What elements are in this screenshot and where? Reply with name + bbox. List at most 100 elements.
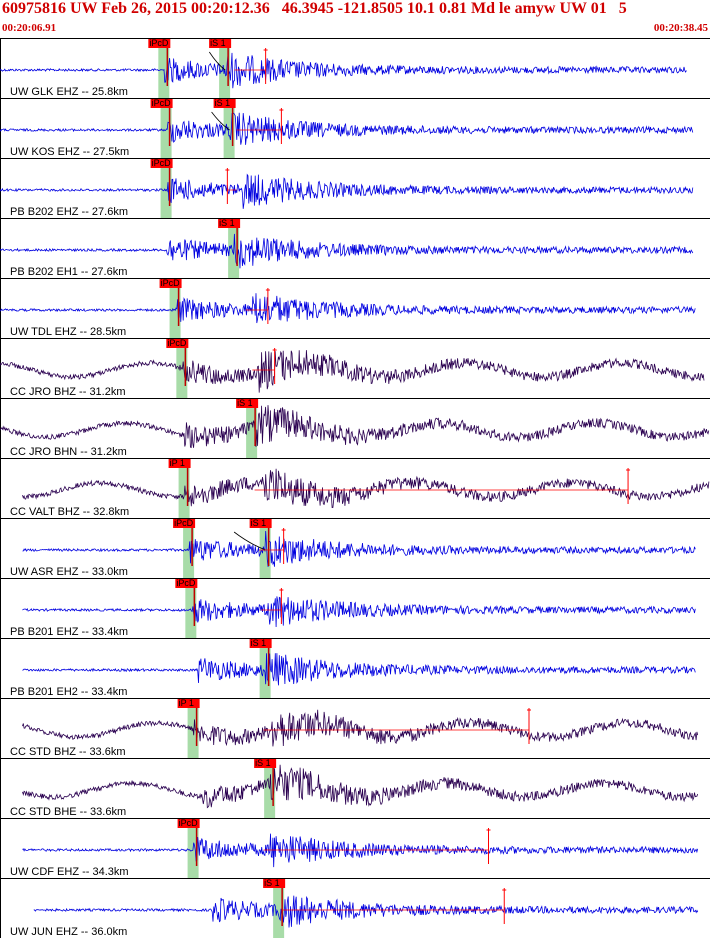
trace-panel: iP 1 CC STD BHZ -- 33.6km bbox=[10, 698, 699, 758]
p-pick-box bbox=[150, 159, 173, 168]
trace-panel: iS 1 PB B201 EH2 -- 33.4km bbox=[10, 638, 696, 698]
station-label: CC JRO BHN -- 31.2km bbox=[10, 446, 127, 458]
p-pick-text: iPcD bbox=[149, 38, 169, 48]
s-pick-text: iS 1 bbox=[251, 518, 267, 528]
trace-panel: iPcD PB B202 EHZ -- 27.6km bbox=[0, 158, 694, 218]
p-pick-box bbox=[177, 699, 200, 708]
waveform-trace bbox=[33, 895, 699, 928]
p-pick-text: iPcD bbox=[152, 158, 172, 168]
s-pick-box bbox=[209, 39, 232, 48]
s-pick-box bbox=[218, 219, 241, 228]
waveform-trace bbox=[0, 405, 710, 449]
trace-panel: iPcD iS 1 UW GLK EHZ -- 25.8km bbox=[0, 38, 687, 98]
p-pick-box bbox=[177, 819, 200, 828]
s-pick-window bbox=[273, 886, 285, 938]
trace-panel: iS 1 UW JUN EHZ -- 36.0km bbox=[10, 878, 699, 938]
s-pick-box bbox=[263, 879, 286, 888]
travel-time-curve bbox=[233, 531, 266, 551]
trace-panel: iPcD UW CDF EHZ -- 34.3km bbox=[10, 818, 699, 878]
end-time-label: 00:20:38.45 bbox=[653, 22, 708, 34]
trace-panel: iS 1 CC JRO BHN -- 31.2km bbox=[0, 398, 710, 458]
trace-panel: iPcD iS 1 UW KOS EHZ -- 27.5km bbox=[0, 98, 694, 158]
waveform-trace bbox=[0, 350, 705, 393]
s-pick-text: iS 1 bbox=[237, 398, 253, 408]
p-pick-box bbox=[168, 459, 191, 468]
s-pick-text: iS 1 bbox=[215, 98, 231, 108]
p-pick-text: iPcD bbox=[152, 98, 172, 108]
s-pick-text: iS 1 bbox=[219, 218, 235, 228]
p-pick-window bbox=[169, 286, 181, 338]
station-label: CC JRO BHZ -- 31.2km bbox=[10, 386, 126, 398]
p-pick-box bbox=[148, 39, 171, 48]
trace-panel: iPcD UW TDL EHZ -- 28.5km bbox=[0, 278, 696, 338]
waveform-trace bbox=[0, 112, 694, 145]
trace-panel: iS 1 CC STD BHE -- 33.6km bbox=[10, 758, 699, 818]
s-pick-box bbox=[236, 399, 259, 408]
p-pick-text: iP 1 bbox=[179, 698, 194, 708]
station-label: PB B201 EH2 -- 33.4km bbox=[10, 686, 127, 698]
p-pick-box bbox=[175, 579, 198, 588]
station-label: PB B202 EHZ -- 27.6km bbox=[10, 206, 128, 218]
p-pick-box bbox=[173, 519, 196, 528]
s-pick-text: iS 1 bbox=[210, 38, 226, 48]
s-pick-window bbox=[246, 406, 258, 458]
waveform-trace bbox=[22, 833, 699, 868]
p-pick-text: iPcD bbox=[176, 578, 196, 588]
travel-time-curve bbox=[211, 111, 230, 131]
waveform-trace bbox=[0, 233, 694, 269]
p-pick-window bbox=[185, 586, 197, 638]
waveform-trace bbox=[22, 468, 710, 509]
s-pick-box bbox=[213, 99, 236, 108]
s-pick-box bbox=[249, 519, 272, 528]
station-label: UW CDF EHZ -- 34.3km bbox=[10, 866, 129, 878]
station-label: UW GLK EHZ -- 25.8km bbox=[10, 86, 128, 98]
s-pick-window bbox=[223, 106, 235, 158]
start-time-label: 00:20:06.91 bbox=[2, 22, 57, 34]
travel-time-curve bbox=[208, 51, 226, 71]
trace-panel: iS 1 PB B202 EH1 -- 27.6km bbox=[0, 218, 694, 278]
s-pick-text: iS 1 bbox=[251, 638, 267, 648]
p-pick-text: iPcD bbox=[179, 818, 199, 828]
s-pick-text: iS 1 bbox=[264, 878, 280, 888]
station-label: CC VALT BHZ -- 32.8km bbox=[10, 506, 129, 518]
waveform-trace bbox=[22, 709, 699, 747]
waveform-trace bbox=[0, 52, 687, 89]
trace-panel: iPcD iS 1 UW ASR EHZ -- 33.0km bbox=[10, 518, 696, 578]
record-header: 60975816 UW Feb 26, 2015 00:20:12.36 46.… bbox=[0, 0, 710, 38]
p-pick-text: iPcD bbox=[167, 338, 187, 348]
waveform-trace bbox=[0, 293, 696, 324]
p-pick-box bbox=[166, 339, 189, 348]
station-label: UW KOS EHZ -- 27.5km bbox=[10, 146, 129, 158]
seismogram-plot: iPcD iS 1 UW GLK EHZ -- 25.8km iPcD iS 1 UW K… bbox=[0, 38, 710, 938]
p-pick-text: iPcD bbox=[161, 278, 181, 288]
p-pick-window bbox=[183, 526, 195, 578]
p-pick-window bbox=[187, 826, 199, 878]
p-pick-window bbox=[160, 106, 172, 158]
station-label: PB B201 EHZ -- 33.4km bbox=[10, 626, 128, 638]
station-label: PB B202 EH1 -- 27.6km bbox=[10, 266, 127, 278]
p-pick-window bbox=[176, 346, 188, 398]
s-pick-window bbox=[264, 766, 276, 818]
p-pick-window bbox=[160, 166, 172, 218]
s-pick-text: iS 1 bbox=[255, 758, 271, 768]
p-pick-text: iPcD bbox=[174, 518, 194, 528]
s-pick-box bbox=[249, 639, 272, 648]
trace-panel: iP 1 CC VALT BHZ -- 32.8km bbox=[10, 458, 710, 518]
waveform-trace bbox=[22, 653, 696, 686]
waveform-trace bbox=[22, 530, 696, 567]
station-label: UW TDL EHZ -- 28.5km bbox=[10, 326, 126, 338]
event-title: 60975816 UW Feb 26, 2015 00:20:12.36 46.… bbox=[2, 0, 627, 17]
p-pick-text: iP 1 bbox=[170, 458, 185, 468]
s-pick-box bbox=[254, 759, 277, 768]
p-pick-box bbox=[150, 99, 173, 108]
station-label: UW JUN EHZ -- 36.0km bbox=[10, 926, 127, 938]
trace-panel: iPcD CC JRO BHZ -- 31.2km bbox=[0, 338, 705, 398]
trace-panel: iPcD PB B201 EHZ -- 33.4km bbox=[10, 578, 696, 638]
waveform-trace bbox=[22, 596, 696, 628]
station-label: CC STD BHE -- 33.6km bbox=[10, 806, 126, 818]
waveform-trace bbox=[22, 764, 699, 809]
station-label: UW ASR EHZ -- 33.0km bbox=[10, 566, 128, 578]
station-label: CC STD BHZ -- 33.6km bbox=[10, 746, 126, 758]
waveform-trace bbox=[0, 173, 694, 209]
p-pick-box bbox=[159, 279, 182, 288]
